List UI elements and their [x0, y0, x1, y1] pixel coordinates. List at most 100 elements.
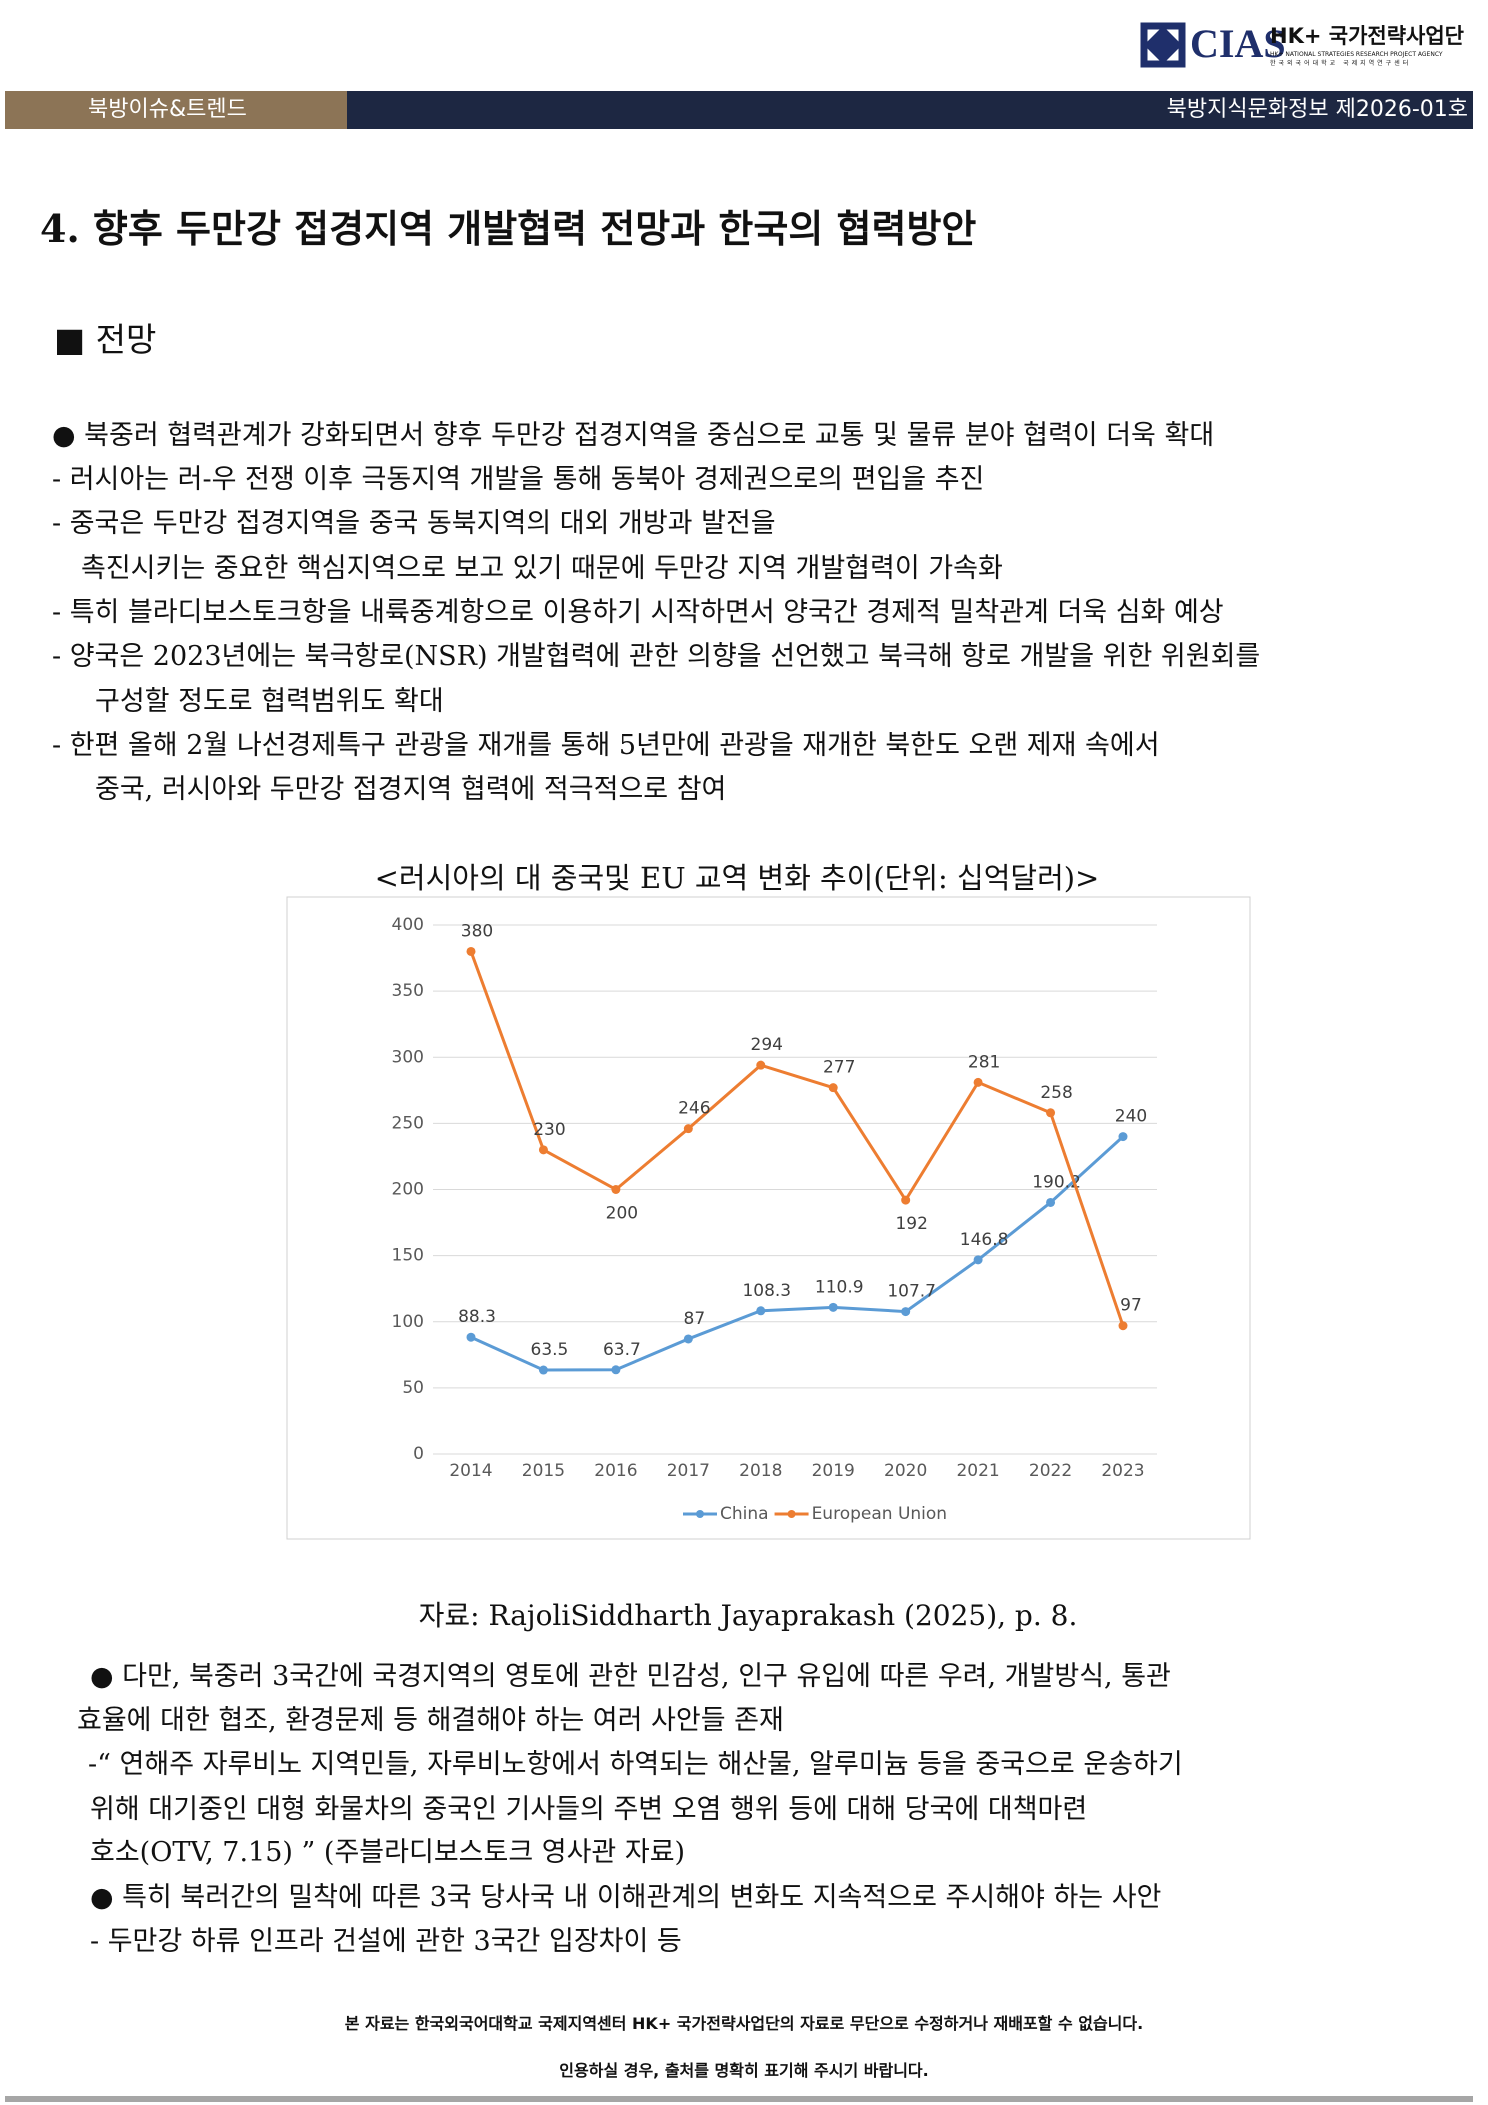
heading: 4. 향후 두만강 접경지역 개발협력 전망과 한국의 협력방안: [40, 206, 977, 251]
data-label: 97: [1120, 1296, 1142, 1316]
data-label: 246: [678, 1099, 710, 1119]
point: [756, 1060, 766, 1070]
x-tick-label: 2023: [1101, 1461, 1144, 1481]
line: - 러시아는 러-우 전쟁 이후 극동지역 개발을 통해 동북아 경제권으로의 …: [52, 464, 985, 495]
footer-rule: [5, 2096, 1473, 2102]
data-label: 107.7: [887, 1282, 936, 1302]
data-label: 108.3: [742, 1281, 791, 1301]
line: 촉진시키는 중요한 핵심지역으로 보고 있기 때문에 두만강 지역 개발협력이 …: [81, 553, 1003, 584]
line: 구성할 정도로 협력범위도 확대: [95, 686, 444, 717]
point: [901, 1307, 911, 1317]
y-tick-label: 400: [392, 915, 424, 935]
line: 호소(OTV, 7.15) ” (주블라디보스토크 영사관 자료): [90, 1837, 686, 1868]
data-label: 88.3: [458, 1307, 496, 1327]
line: -“ 연해주 자루비노 지역민들, 자루비노항에서 하역되는 해산물, 알루미늄…: [88, 1749, 1183, 1780]
point: [756, 1306, 766, 1316]
chart-title: <러시아의 대 중국및 EU 교역 변화 추이(단위: 십억달러)>: [375, 861, 1100, 895]
data-label: 63.7: [603, 1340, 641, 1360]
point: [538, 1145, 548, 1155]
data-label: 258: [1040, 1083, 1072, 1103]
point: [1118, 1321, 1128, 1331]
data-label: 87: [684, 1309, 706, 1329]
point: [466, 946, 476, 956]
footer-note: 인용하실 경우, 출처를 명확히 표기해 주시기 바랍니다.: [559, 2061, 929, 2080]
point: [466, 1332, 476, 1342]
x-tick-label: 2022: [1029, 1461, 1072, 1481]
line: - 중국은 두만강 접경지역을 중국 동북지역의 대외 개방과 발전을: [52, 508, 776, 539]
x-tick-label: 2021: [956, 1461, 999, 1481]
y-tick-label: 0: [413, 1444, 424, 1464]
data-label: 110.9: [815, 1277, 864, 1297]
issue-label: 북방지식문화정보 제2026-01호: [1166, 97, 1468, 122]
point: [828, 1083, 838, 1093]
chart: <러시아의 대 중국및 EU 교역 변화 추이(단위: 십억달러)> 0 50 10…: [286, 861, 1251, 1540]
issue-bar: [347, 91, 1473, 129]
x-tick-label: 2019: [812, 1461, 855, 1481]
section-bar: [5, 91, 347, 129]
point: [828, 1302, 838, 1312]
legend-label: China: [720, 1504, 769, 1524]
line: - 두만강 하류 인프라 건설에 관한 3국간 입장차이 등: [90, 1926, 682, 1957]
y-tick-label: 250: [392, 1113, 424, 1133]
x-tick-label: 2017: [667, 1461, 710, 1481]
point: [538, 1365, 548, 1375]
bullet: ● 특히 북러간의 밀착에 따른 3국 당사국 내 이해관계의 변화도 지속적으…: [90, 1882, 1162, 1913]
x-tick-label: 2018: [739, 1461, 782, 1481]
data-label: 230: [533, 1120, 565, 1140]
x-tick-label: 2014: [449, 1461, 492, 1481]
point: [1046, 1108, 1056, 1118]
line: 위해 대기중인 대형 화물차의 중국인 기사들의 주변 오염 행위 등에 대해 …: [90, 1794, 1088, 1825]
data-label: 277: [823, 1058, 855, 1078]
section-label: 북방이슈&트렌드: [88, 97, 247, 122]
point: [901, 1195, 911, 1205]
data-label: 380: [461, 921, 493, 941]
series-line: [470, 1135, 1125, 1372]
line: 중국, 러시아와 두만강 접경지역 협력에 적극적으로 참여: [95, 774, 727, 805]
line: - 특히 블라디보스토크항을 내륙중계항으로 이용하기 시작하면서 양국간 경제…: [52, 597, 1224, 628]
x-tick-label: 2015: [522, 1461, 565, 1481]
x-tick-label: 2020: [884, 1461, 927, 1481]
point: [683, 1334, 693, 1344]
y-tick-label: 100: [392, 1312, 424, 1332]
legend-marker: [696, 1510, 704, 1518]
legend-marker: [787, 1510, 796, 1518]
point: [611, 1185, 621, 1194]
legend-label: European Union: [812, 1504, 948, 1524]
point: [683, 1124, 693, 1134]
bullet: ● 다만, 북중러 3국간에 국경지역의 영토에 관한 민감성, 인구 유입에 …: [90, 1661, 1171, 1692]
point: [973, 1255, 983, 1265]
series-line: [469, 950, 1125, 1327]
point: [611, 1365, 621, 1375]
line: 효율에 대한 협조, 환경문제 등 해결해야 하는 여러 사안들 존재: [77, 1705, 784, 1736]
logo-icon: [1140, 22, 1186, 68]
logo-text: CIAS: [1190, 21, 1286, 66]
agency-en: HK+ NATIONAL STRATEGIES RESEARCH PROJECT…: [1270, 51, 1443, 58]
y-tick-label: 200: [392, 1180, 424, 1200]
subheading: ■ 전망: [54, 320, 157, 359]
agency-name: HK+ 국가전략사업단: [1270, 24, 1464, 48]
data-label: 63.5: [531, 1340, 569, 1360]
data-label: 192: [895, 1214, 927, 1234]
point: [1118, 1132, 1128, 1142]
data-label: 294: [751, 1035, 783, 1055]
data-label: 240: [1115, 1107, 1147, 1127]
bullet: ● 북중러 협력관계가 강화되면서 향후 두만강 접경지역을 중심으로 교통 및…: [52, 420, 1215, 451]
data-label: 200: [606, 1204, 638, 1224]
x-tick-label: 2016: [594, 1461, 637, 1481]
line: - 한편 올해 2월 나선경제특구 관광을 재개를 통해 5년만에 관광을 재개…: [52, 730, 1160, 761]
data-label: 190.2: [1032, 1172, 1081, 1192]
point: [1046, 1197, 1056, 1207]
footer-note: 본 자료는 한국외국어대학교 국제지역센터 HK+ 국가전략사업단의 자료로 무…: [344, 2014, 1144, 2033]
agency-kr: 한국외국어대학교 국제지역연구센터: [1270, 60, 1412, 67]
y-tick-label: 300: [392, 1047, 424, 1067]
y-tick-label: 150: [392, 1246, 424, 1266]
data-label: 146.8: [960, 1230, 1009, 1250]
data-label: 281: [968, 1052, 1000, 1072]
y-tick-label: 350: [392, 981, 424, 1001]
source: 자료: RajoliSiddharth Jayaprakash (2025), …: [418, 1599, 1078, 1632]
chart-frame: [286, 896, 1251, 1540]
line: - 양국은 2023년에는 북극항로(NSR) 개발협력에 관한 의향을 선언했…: [52, 641, 1261, 672]
point: [973, 1077, 983, 1087]
y-tick-label: 50: [402, 1378, 424, 1398]
